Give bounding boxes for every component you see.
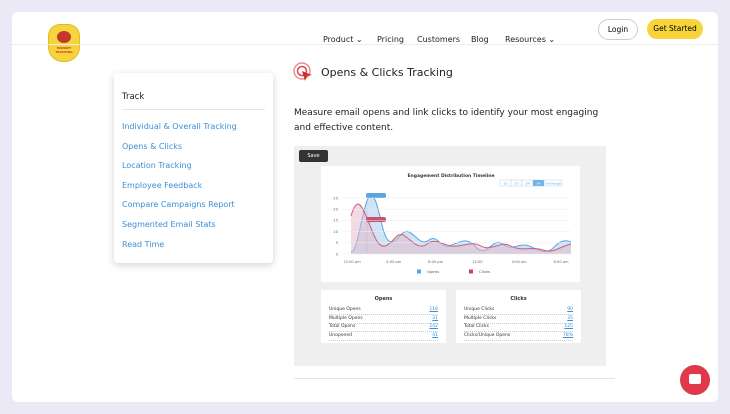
nav-link[interactable]: Customers — [417, 35, 461, 44]
y-tick-label: 0 — [336, 251, 339, 256]
x-tick-label: 12:00 pm — [343, 260, 361, 264]
range-button[interactable] — [543, 179, 563, 187]
chart-card: Engagement Distribution Timeline 1D 7D 1M 3… — [321, 166, 580, 282]
description-line: and effective content. — [294, 123, 394, 133]
stat-label: Total Opens — [329, 324, 356, 330]
y-tick-label: 10 — [333, 229, 338, 234]
nav-link[interactable]: Product ⌄ — [323, 35, 363, 44]
stat-row: Clicks/Unique Opens 78% — [464, 333, 573, 341]
stat-label: Unopened — [329, 332, 353, 338]
x-tick-label: 4:00 am — [512, 260, 527, 264]
stat-value[interactable]: 31 — [432, 315, 438, 321]
x-tick-label: 8:00 pm — [428, 260, 443, 264]
nav-divider — [12, 44, 718, 45]
section-divider — [294, 378, 615, 379]
stat-label: Total Clicks — [464, 324, 490, 330]
sidebar-item[interactable]: Opens & Clicks — [122, 141, 183, 151]
sidebar-item[interactable]: Location Tracking — [122, 161, 192, 171]
clicks-area — [351, 203, 571, 254]
page: MONKEY TRACKING Login Get Started Track … — [12, 12, 718, 402]
range-label: 7D — [514, 181, 519, 185]
nav-link[interactable]: Pricing — [377, 35, 404, 44]
login-button[interactable]: Login — [598, 19, 638, 40]
x-tick-label: 4:00 pm — [386, 260, 401, 264]
stat-label: Multiple Clicks — [464, 315, 497, 321]
stat-label: Unique Opens — [329, 307, 361, 312]
opens-tooltip — [366, 193, 386, 198]
section-title: Opens & Clicks Tracking — [321, 66, 453, 79]
stat-value[interactable]: 142 — [429, 324, 438, 330]
clicks-tooltip — [366, 217, 386, 222]
logo[interactable]: MONKEY TRACKING — [48, 24, 80, 62]
section-icon — [293, 62, 312, 81]
stat-title: Opens — [374, 296, 393, 302]
clicks-card: Clicks Unique Clicks 90 Multiple Clicks 35 To… — [456, 290, 581, 343]
legend-swatch — [469, 269, 473, 274]
range-label: 1D — [503, 181, 508, 185]
stat-label: Clicks/Unique Opens — [464, 332, 511, 338]
sidebar-item[interactable]: Compare Campaigns Report — [122, 200, 235, 210]
y-tick-label: 5 — [336, 240, 339, 245]
range-label: Full Range — [545, 181, 561, 185]
clicks-line — [350, 203, 572, 252]
stat-row: Total Clicks 125 — [464, 324, 573, 333]
sidebar-item[interactable]: Individual & Overall Tracking — [122, 122, 237, 131]
chart-title: Engagement Distribution Timeline — [407, 173, 494, 179]
nav-link[interactable]: Blog — [471, 35, 489, 44]
x-tick-label: 8:00 am — [554, 260, 569, 264]
stat-value[interactable]: 116 — [429, 307, 438, 312]
x-tick-label: 12:00 — [472, 260, 483, 264]
sidebar-item[interactable]: Read Time — [122, 239, 165, 249]
stat-label: Unique Clicks — [464, 307, 495, 312]
sidebar-item[interactable]: Segmented Email Stats — [122, 220, 216, 229]
logo-text: MONKEY TRACKING — [55, 46, 73, 54]
y-tick-label: 15 — [333, 218, 338, 223]
legend-label: Opens — [427, 269, 439, 274]
stat-value[interactable]: 35 — [567, 315, 573, 321]
get-started-button[interactable]: Get Started — [647, 19, 703, 39]
stat-row: Unique Clicks 90 — [464, 307, 573, 315]
stat-row: Unopened 41 — [329, 333, 438, 341]
y-tick-label: 25 — [333, 195, 338, 200]
stat-row: Unique Opens 116 — [329, 307, 438, 315]
stat-value[interactable]: 41 — [432, 332, 438, 338]
save-button[interactable]: Save — [299, 150, 328, 162]
stat-row: Multiple Clicks 35 — [464, 316, 573, 324]
chat-icon — [689, 374, 701, 384]
sidebar-divider — [122, 109, 265, 110]
opens-card: Opens Unique Opens 116 Multiple Opens 31 Tota… — [321, 290, 446, 343]
stat-label: Multiple Opens — [329, 315, 363, 321]
legend-label: Clicks — [479, 269, 490, 274]
description-line: Measure email opens and link clicks to i… — [294, 108, 599, 118]
stat-value[interactable]: 125 — [564, 324, 573, 330]
sidebar: Track Individual & Overall Tracking Opens… — [114, 73, 273, 263]
sidebar-title: Track — [122, 92, 145, 102]
legend-swatch — [417, 269, 421, 274]
sidebar-item[interactable]: Employee Feedback — [122, 180, 203, 190]
stat-value[interactable]: 78% — [562, 332, 573, 338]
product-screenshot: Save Engagement Distribution Timeline 1D… — [294, 146, 606, 366]
range-label: 1M — [525, 181, 530, 185]
stat-value[interactable]: 90 — [567, 307, 573, 312]
range-label: 3M — [536, 181, 541, 185]
stat-row: Multiple Opens 31 — [329, 316, 438, 324]
stat-title: Clicks — [510, 296, 527, 302]
stat-row: Total Opens 142 — [329, 324, 438, 333]
nav-link[interactable]: Resources ⌄ — [505, 35, 556, 44]
logo-icon — [57, 31, 71, 43]
y-tick-label: 20 — [333, 207, 338, 212]
chat-button[interactable] — [680, 365, 710, 395]
